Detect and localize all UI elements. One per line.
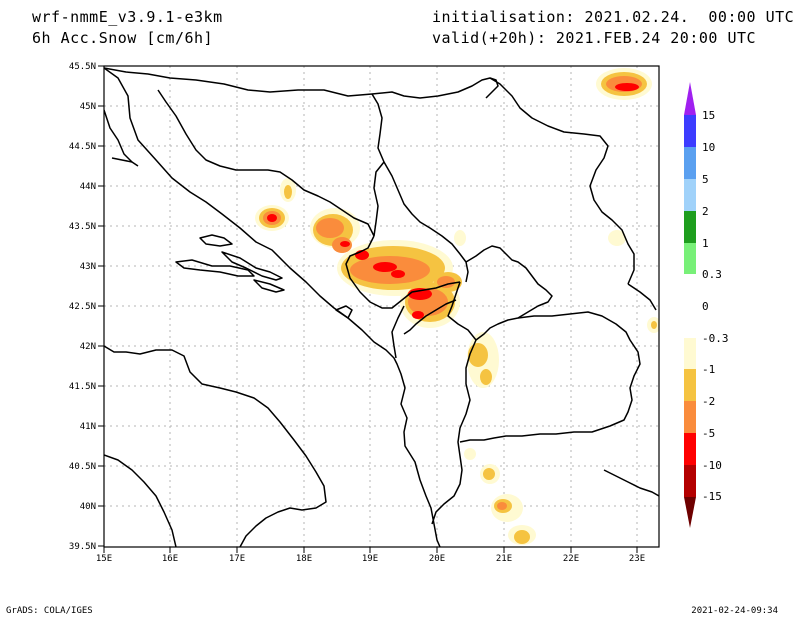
colorbar-label: 0 xyxy=(702,300,709,313)
snow-contours-red xyxy=(267,83,639,319)
colorbar-label: 2 xyxy=(702,205,709,218)
lon-label: 23E xyxy=(629,554,645,564)
colorbar-segment xyxy=(684,211,696,243)
colorbar-label: 15 xyxy=(702,109,715,122)
colorbar-label: -0.3 xyxy=(702,332,729,345)
country-borders xyxy=(104,67,659,525)
lon-label: 22E xyxy=(563,554,579,564)
colorbar xyxy=(684,82,696,528)
colorbar-bottom-arrow xyxy=(684,497,696,528)
colorbar-segment xyxy=(684,179,696,211)
lat-label: 43.5N xyxy=(69,222,96,232)
map-panel xyxy=(104,66,659,547)
colorbar-segment xyxy=(684,274,696,338)
colorbar-label: -5 xyxy=(702,427,715,440)
model-title: wrf-nmmE_v3.9.1-e3km xyxy=(32,8,223,26)
colorbar-label: 10 xyxy=(702,141,715,154)
lat-label: 41N xyxy=(80,422,96,432)
map-figure: 45.5N 45N 44.5N 44N 43.5N 43N 42.5N 42N … xyxy=(69,62,729,564)
lat-label: 42.5N xyxy=(69,302,96,312)
colorbar-segment xyxy=(684,115,696,147)
lat-label: 45.5N xyxy=(69,62,96,72)
axis-ticks xyxy=(98,65,638,553)
lon-label: 16E xyxy=(162,554,178,564)
lon-label: 19E xyxy=(362,554,378,564)
valid-time: valid(+20h): 2021.FEB.24 20:00 UTC xyxy=(432,29,757,47)
lon-label: 17E xyxy=(229,554,245,564)
lat-label: 44.5N xyxy=(69,142,96,152)
field-title: 6h Acc.Snow [cm/6h] xyxy=(32,29,214,47)
lat-label: 41.5N xyxy=(69,382,96,392)
lat-label: 40.5N xyxy=(69,462,96,472)
lon-label: 15E xyxy=(96,554,112,564)
colorbar-segment xyxy=(684,401,696,433)
lon-label: 21E xyxy=(496,554,512,564)
lon-label: 18E xyxy=(296,554,312,564)
generation-timestamp: 2021-02-24-09:34 xyxy=(691,606,778,616)
colorbar-label: 0.3 xyxy=(702,268,722,281)
colorbar-segment xyxy=(684,147,696,179)
colorbar-segment xyxy=(684,433,696,465)
grads-credit: GrADS: COLA/IGES xyxy=(6,606,93,616)
colorbar-segment xyxy=(684,338,696,369)
colorbar-label: 1 xyxy=(702,237,709,250)
colorbar-top-arrow xyxy=(684,82,696,115)
colorbar-segment xyxy=(684,243,696,274)
lon-label: 20E xyxy=(429,554,445,564)
colorbar-label: 5 xyxy=(702,173,709,186)
lat-label: 44N xyxy=(80,182,96,192)
lat-label: 43N xyxy=(80,262,96,272)
colorbar-labels: 15 10 5 2 1 0.3 0 -0.3 -1 -2 -5 -10 -15 xyxy=(702,109,729,503)
colorbar-label: -10 xyxy=(702,459,722,472)
lat-label: 39.5N xyxy=(69,542,96,552)
lat-label: 45N xyxy=(80,102,96,112)
longitude-labels: 15E 16E 17E 18E 19E 20E 21E 22E 23E xyxy=(96,554,645,564)
colorbar-label: -2 xyxy=(702,395,715,408)
coastlines xyxy=(104,67,441,547)
lat-label: 42N xyxy=(80,342,96,352)
lat-label: 40N xyxy=(80,502,96,512)
initialisation-time: initialisation: 2021.02.24. 00:00 UTC xyxy=(432,8,795,26)
colorbar-segment xyxy=(684,465,696,497)
colorbar-label: -1 xyxy=(702,363,715,376)
latitude-labels: 45.5N 45N 44.5N 44N 43.5N 43N 42.5N 42N … xyxy=(69,62,96,552)
colorbar-label: -15 xyxy=(702,490,722,503)
colorbar-segment xyxy=(684,369,696,401)
